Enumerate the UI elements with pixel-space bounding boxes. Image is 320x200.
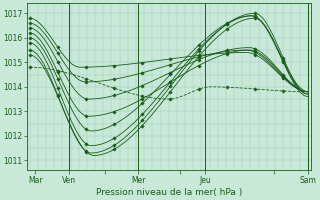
X-axis label: Pression niveau de la mer( hPa ): Pression niveau de la mer( hPa ) — [96, 188, 242, 197]
